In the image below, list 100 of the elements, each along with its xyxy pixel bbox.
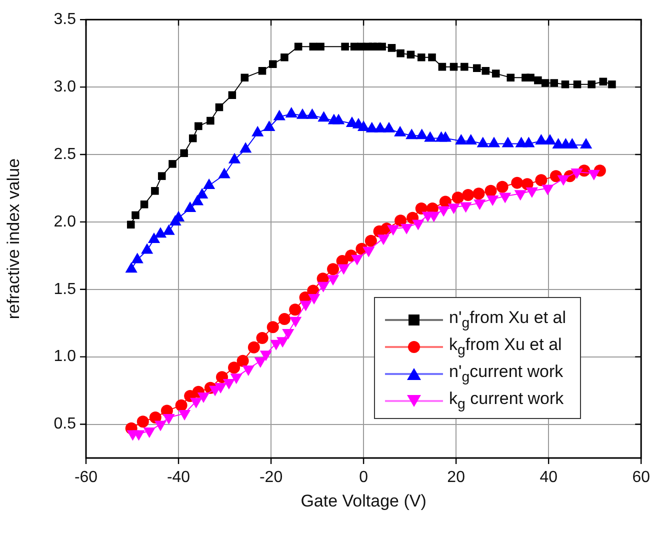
point [455, 134, 468, 145]
point [242, 365, 254, 376]
point [308, 294, 320, 304]
point [289, 316, 302, 328]
point [351, 254, 364, 266]
point [394, 214, 407, 227]
legend-label: n'$_{g}$from Xu et al [449, 308, 566, 332]
point [326, 275, 340, 286]
point [541, 79, 550, 87]
point [154, 420, 167, 432]
point [561, 80, 570, 88]
point [599, 78, 608, 86]
point [364, 234, 377, 247]
point [285, 107, 298, 118]
point [534, 76, 542, 84]
point [506, 74, 515, 82]
point [438, 206, 450, 217]
point [317, 282, 330, 292]
y-tick-label: 1.0 [54, 348, 76, 366]
point [439, 196, 452, 208]
point [236, 354, 249, 367]
point [266, 321, 279, 334]
point [254, 357, 266, 368]
x-tick-label: 20 [447, 469, 466, 486]
point [450, 62, 458, 71]
point [289, 304, 302, 316]
point [280, 53, 288, 62]
y-tick-label: 3.0 [54, 78, 76, 96]
y-tick-label: 1.5 [54, 280, 76, 298]
point [400, 224, 413, 234]
point [158, 172, 166, 180]
point [526, 74, 534, 82]
point [263, 120, 276, 132]
point [428, 53, 436, 62]
point [406, 50, 415, 59]
point [316, 42, 324, 50]
point [588, 80, 596, 88]
point [228, 362, 240, 374]
point [362, 246, 375, 258]
point [206, 116, 214, 125]
point [190, 398, 202, 408]
point [464, 134, 477, 145]
point [256, 332, 268, 344]
point [415, 202, 428, 214]
point [175, 399, 188, 412]
point [472, 64, 481, 72]
point [178, 410, 191, 420]
x-tick-label: -40 [166, 469, 190, 486]
point [282, 329, 294, 340]
y-tick-label: 2.5 [54, 146, 76, 163]
point [151, 187, 159, 195]
point [132, 430, 145, 441]
point [472, 188, 485, 200]
x-tick-label: 0 [359, 469, 368, 486]
point [511, 176, 524, 189]
point [294, 42, 302, 50]
point [492, 70, 500, 78]
point [132, 211, 140, 220]
point [438, 62, 446, 71]
point [378, 42, 386, 50]
point [460, 62, 468, 71]
point [309, 42, 318, 50]
point [387, 225, 400, 236]
point [215, 103, 224, 112]
point [268, 60, 277, 68]
point [258, 66, 266, 75]
point [526, 187, 538, 198]
x-tick-label: 60 [632, 469, 650, 486]
point [168, 160, 176, 168]
point [136, 416, 149, 428]
point [338, 264, 350, 275]
point [608, 80, 616, 88]
point [496, 180, 508, 193]
point [222, 378, 235, 390]
x-tick-label: -20 [259, 469, 283, 486]
point [240, 74, 249, 82]
point [535, 174, 548, 186]
point [573, 80, 582, 88]
point [194, 122, 202, 130]
point [462, 188, 474, 201]
legend-label: k$_{g}$from Xu et al [449, 334, 562, 358]
x-tick-label: -60 [74, 469, 98, 486]
point [396, 49, 404, 58]
y-tick-label: 2.0 [54, 213, 76, 230]
point [140, 200, 148, 208]
x-tick-label: 40 [540, 469, 558, 486]
point [300, 300, 312, 312]
point [482, 66, 490, 75]
point [278, 313, 290, 326]
point [188, 134, 197, 142]
point [260, 350, 272, 362]
point [126, 220, 135, 229]
y-axis-title: refractive index value [4, 158, 23, 320]
point [180, 149, 188, 158]
point [350, 42, 358, 50]
point [318, 111, 330, 122]
point [230, 374, 242, 384]
point [412, 220, 424, 230]
point [214, 383, 227, 394]
legend-label: k$_{g}$ current work [449, 388, 564, 412]
